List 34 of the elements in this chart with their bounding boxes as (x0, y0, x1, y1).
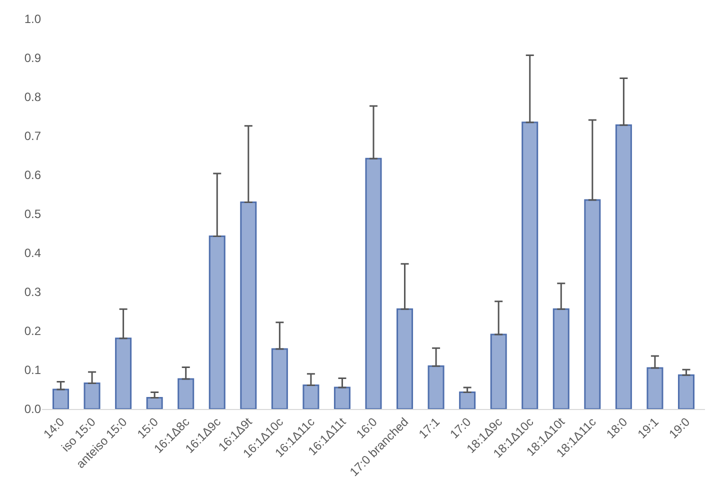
bar (459, 391, 476, 409)
bar (365, 158, 382, 409)
bar (178, 378, 194, 409)
bar (678, 374, 694, 409)
bar (84, 382, 100, 409)
bar (522, 122, 538, 409)
bar (115, 338, 132, 409)
y-tick-label: 0.5 (24, 207, 42, 222)
bar (490, 334, 507, 409)
x-tick-label: 17:1 (416, 414, 443, 442)
y-tick-label: 0.3 (24, 285, 42, 300)
bar (52, 388, 70, 409)
bar (208, 235, 226, 409)
y-tick-label: 0.7 (24, 129, 42, 144)
bar (615, 124, 632, 409)
bar (302, 384, 320, 409)
bar (428, 365, 444, 409)
bar (146, 396, 163, 409)
bar (552, 308, 570, 409)
bar (584, 199, 601, 409)
x-tick-label: 19:1 (634, 414, 662, 442)
bar (334, 386, 350, 409)
y-tick-label: 0.4 (24, 246, 42, 260)
y-tick-label: 0.0 (24, 402, 42, 416)
y-tick-label: 0.6 (24, 168, 42, 182)
y-tick-label: 0.1 (24, 363, 42, 378)
bar (396, 308, 414, 409)
y-tick-label: 0.2 (24, 324, 42, 338)
bar (271, 348, 288, 409)
y-tick-label: 0.9 (24, 51, 42, 66)
bar (240, 202, 257, 409)
y-tick-label: 0.8 (24, 90, 42, 104)
bar (646, 367, 664, 409)
y-tick-label: 1.0 (24, 12, 42, 26)
